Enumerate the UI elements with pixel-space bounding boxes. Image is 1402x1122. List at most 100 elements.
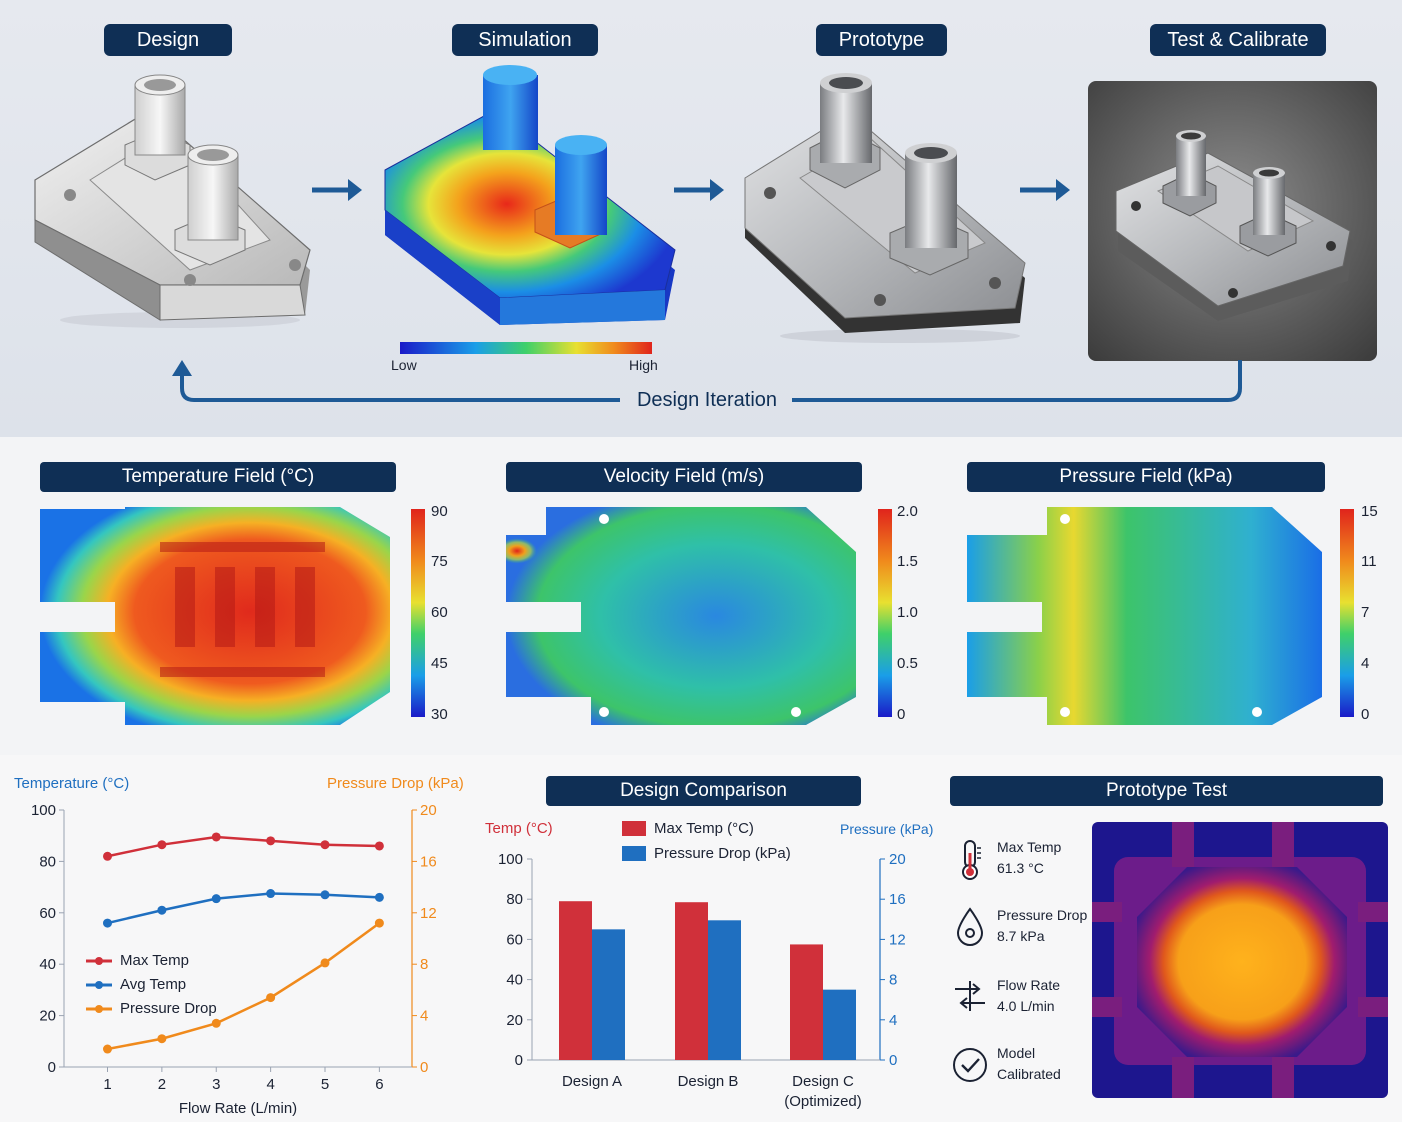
y-tick-label: 40 bbox=[39, 956, 56, 973]
data-point bbox=[266, 889, 276, 899]
y2-tick-label: 0 bbox=[889, 1052, 897, 1069]
line-chart-ylabel: Temperature (°C) bbox=[14, 775, 130, 792]
x-tick-label: 4 bbox=[266, 1076, 274, 1093]
legend-swatch bbox=[86, 956, 112, 965]
colorbar-tick: 0 bbox=[1361, 706, 1370, 723]
colorbar-tick: 11 bbox=[1361, 553, 1377, 570]
pressure-field-map bbox=[967, 507, 1322, 725]
series-line bbox=[107, 835, 380, 858]
velocity-colorbar bbox=[878, 509, 892, 717]
legend-max-temp: Max Temp bbox=[86, 952, 189, 969]
x-category-label: Design A bbox=[562, 1073, 622, 1090]
colorbar-tick: 60 bbox=[431, 604, 448, 621]
y-tick-label: 60 bbox=[39, 905, 56, 922]
legend-swatch bbox=[86, 980, 112, 989]
x-tick-label: 1 bbox=[103, 1076, 111, 1093]
bar-chart-y2label: Pressure (kPa) bbox=[840, 821, 934, 837]
data-point bbox=[103, 1044, 112, 1054]
workflow-section: Design Simulation Prototype Test & Calib… bbox=[0, 0, 1402, 437]
colorbar-tick: 45 bbox=[431, 655, 448, 672]
colorbar-tick: 2.0 bbox=[897, 503, 918, 520]
data-point bbox=[266, 836, 276, 846]
bar-chart-ylabel: Temp (°C) bbox=[485, 820, 553, 837]
line-chart-xlabel: Flow Rate (L/min) bbox=[178, 1100, 298, 1117]
velocity-field-title: Velocity Field (m/s) bbox=[506, 462, 862, 492]
droplet-icon bbox=[956, 907, 984, 946]
pressure-colorbar bbox=[1340, 509, 1354, 717]
colorbar-tick: 0.5 bbox=[897, 655, 918, 672]
data-point bbox=[211, 832, 221, 842]
data-point bbox=[320, 840, 330, 850]
step-simulation-label: Simulation bbox=[452, 24, 598, 56]
legend-swatch bbox=[86, 1004, 112, 1013]
pressure-field-title: Pressure Field (kPa) bbox=[967, 462, 1325, 492]
colorbar-tick: 75 bbox=[431, 553, 448, 570]
y2-tick-label: 16 bbox=[889, 891, 906, 908]
data-point bbox=[374, 918, 384, 928]
prototype-model-image bbox=[744, 73, 1026, 343]
bar bbox=[675, 902, 708, 1060]
temperature-field-map bbox=[40, 507, 390, 725]
legend-label: Max Temp bbox=[120, 952, 189, 969]
check-circle-icon bbox=[953, 1048, 987, 1082]
y2-tick-label: 4 bbox=[420, 1008, 428, 1025]
step-design-label: Design bbox=[104, 24, 232, 56]
series-line bbox=[107, 892, 380, 925]
y2-tick-label: 20 bbox=[420, 802, 437, 819]
y2-tick-label: 0 bbox=[420, 1059, 428, 1076]
x-category-label: Design C bbox=[792, 1073, 854, 1090]
legend-bar-max-temp: Max Temp (°C) bbox=[622, 820, 754, 837]
x-category-label: Design B bbox=[678, 1073, 739, 1090]
x-tick-label: 2 bbox=[158, 1076, 166, 1093]
legend-label: Pressure Drop bbox=[120, 1000, 217, 1017]
kpi-value: 61.3 °C bbox=[997, 860, 1044, 876]
x-tick-label: 6 bbox=[375, 1076, 383, 1093]
y-tick-label: 80 bbox=[39, 853, 56, 870]
x-tick-label: 3 bbox=[212, 1076, 220, 1093]
kpi-value: Calibrated bbox=[997, 1066, 1061, 1082]
data-point bbox=[103, 918, 112, 928]
y2-tick-label: 8 bbox=[889, 972, 897, 989]
y-tick-label: 80 bbox=[506, 891, 523, 908]
scale-low-label: Low bbox=[391, 357, 417, 373]
velocity-field-map bbox=[506, 507, 856, 725]
scale-high-label: High bbox=[629, 357, 658, 373]
legend-label: Max Temp (°C) bbox=[654, 820, 754, 837]
step-prototype-label: Prototype bbox=[816, 24, 947, 56]
bar bbox=[592, 929, 625, 1060]
kpi-label: Model bbox=[997, 1045, 1036, 1061]
series-line bbox=[107, 922, 381, 1051]
legend-swatch bbox=[622, 846, 646, 861]
colorbar-tick: 15 bbox=[1361, 503, 1378, 520]
data-point bbox=[211, 1018, 221, 1028]
data-point bbox=[157, 1034, 167, 1044]
arrow-right-icon bbox=[1020, 179, 1070, 201]
thermometer-icon bbox=[962, 840, 981, 880]
data-point bbox=[374, 892, 384, 902]
y-tick-label: 0 bbox=[48, 1059, 56, 1076]
design-iteration-label: Design Iteration bbox=[636, 389, 778, 411]
data-point bbox=[320, 890, 330, 900]
colorscale-bar bbox=[400, 342, 652, 354]
kpi-label: Flow Rate bbox=[997, 977, 1061, 993]
results-section: Temperature (°C) Pressure Drop (kPa) 1 0 0… bbox=[0, 755, 1402, 1122]
x-category-label: (Optimized) bbox=[784, 1093, 862, 1110]
legend-bar-pressure-drop: Pressure Drop (kPa) bbox=[622, 845, 791, 862]
data-point bbox=[157, 840, 167, 850]
test-photo-image bbox=[1088, 81, 1377, 361]
data-point bbox=[157, 905, 167, 915]
legend-label: Avg Temp bbox=[120, 976, 187, 993]
arrow-right-icon bbox=[312, 179, 362, 201]
bar bbox=[790, 944, 823, 1060]
colorbar-tick: 0 bbox=[897, 706, 906, 723]
simulation-model-image bbox=[384, 65, 676, 325]
data-point bbox=[266, 993, 276, 1003]
y2-tick-label: 12 bbox=[889, 931, 906, 948]
y2-tick-label: 8 bbox=[420, 956, 428, 973]
temperature-field-title: Temperature Field (°C) bbox=[40, 462, 396, 492]
bar bbox=[559, 901, 592, 1060]
line-chart-y2label: Pressure Drop (kPa) bbox=[327, 775, 464, 792]
y2-tick-label: 16 bbox=[420, 853, 437, 870]
temperature-colorbar bbox=[411, 509, 425, 717]
